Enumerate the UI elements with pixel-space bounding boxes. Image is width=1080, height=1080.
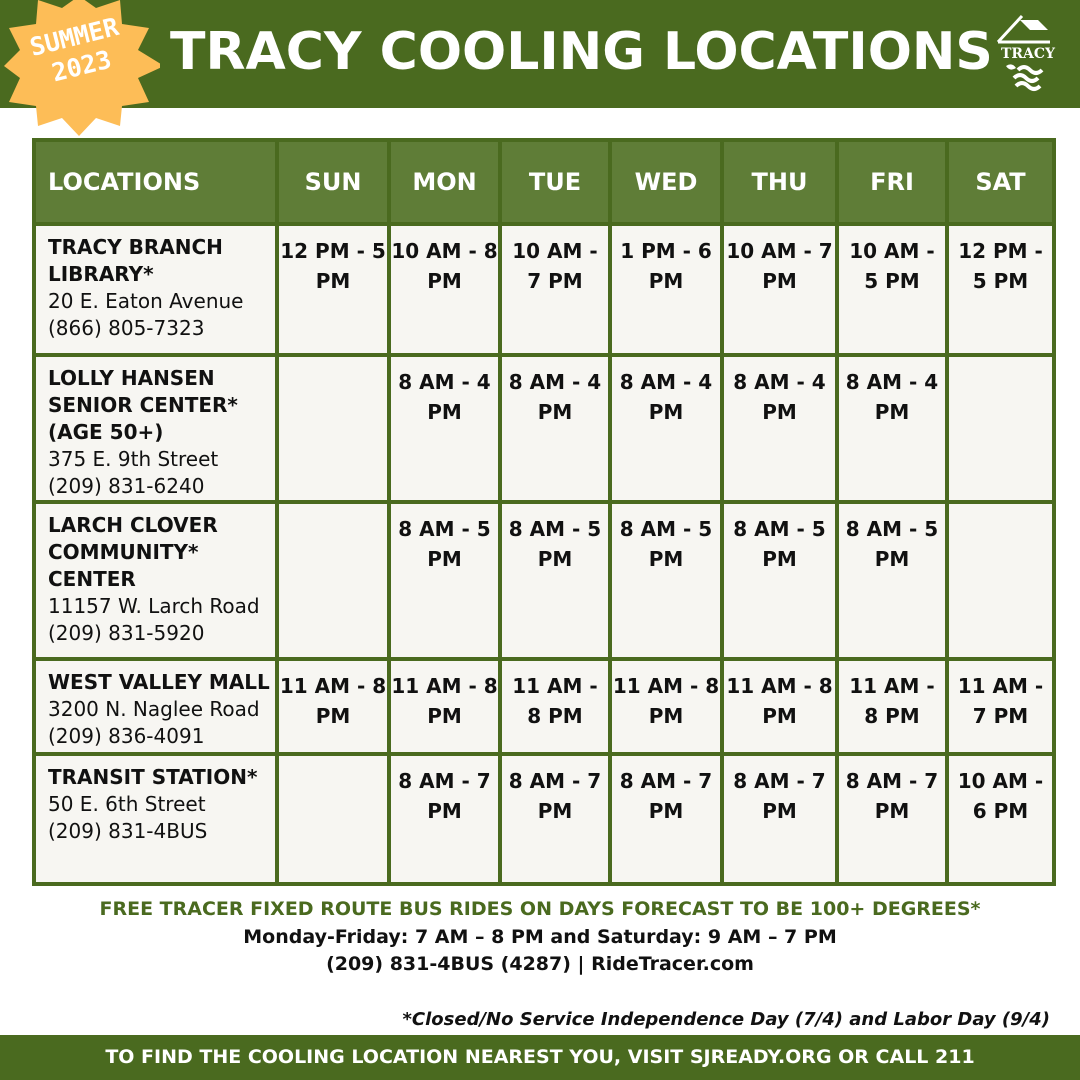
location-cell: LOLLY HANSEN SENIOR CENTER* (AGE 50+) 375… <box>32 353 279 504</box>
location-address: 375 E. 9th Street <box>48 447 219 471</box>
location-address: 20 E. Eaton Avenue <box>48 289 244 313</box>
location-phone: (866) 805-7323 <box>48 316 205 340</box>
table-row: TRACY BRANCH LIBRARY* 20 E. Eaton Avenue (… <box>32 222 1056 357</box>
location-name: TRANSIT STATION* <box>48 765 258 789</box>
bus-rides-title: FREE TRACER FIXED ROUTE BUS RIDES ON DAY… <box>99 898 981 920</box>
hours-cell-thu: 8 AM - 5 PM <box>720 500 839 661</box>
location-phone: (209) 831-5920 <box>48 621 205 645</box>
location-name: LARCH CLOVER COMMUNITY* CENTER <box>48 513 218 591</box>
hours-cell-tue: 10 AM - 7 PM <box>498 222 612 357</box>
hours-cell-wed: 8 AM - 4 PM <box>608 353 724 504</box>
hours-cell-thu: 8 AM - 7 PM <box>720 752 839 886</box>
column-header-mon: MON <box>387 138 502 226</box>
svg-text:TRACY: TRACY <box>1001 46 1056 62</box>
summer-badge: SUMMER 2023 <box>0 0 164 140</box>
hours-cell-wed: 1 PM - 6 PM <box>608 222 724 357</box>
hours-cell-fri: 8 AM - 7 PM <box>835 752 949 886</box>
location-phone: (209) 831-6240 <box>48 474 205 498</box>
hours-cell-tue: 11 AM - 8 PM <box>498 657 612 756</box>
location-address: 11157 W. Larch Road <box>48 594 260 618</box>
hours-cell-wed: 8 AM - 7 PM <box>608 752 724 886</box>
starburst-icon <box>4 0 164 136</box>
footer-bar: TO FIND THE COOLING LOCATION NEAREST YOU… <box>0 1035 1080 1080</box>
table-row: LARCH CLOVER COMMUNITY* CENTER 11157 W. L… <box>32 500 1056 661</box>
hours-cell-mon: 10 AM - 8 PM <box>387 222 502 357</box>
hours-cell-wed: 8 AM - 5 PM <box>608 500 724 661</box>
bus-contact: (209) 831-4BUS (4287) | RideTracer.com <box>326 953 754 975</box>
location-cell: TRANSIT STATION* 50 E. 6th Street (209) 83… <box>32 752 279 886</box>
hours-cell-sat: 12 PM - 5 PM <box>945 222 1056 357</box>
hours-cell-thu: 8 AM - 4 PM <box>720 353 839 504</box>
bus-hours: Monday-Friday: 7 AM – 8 PM and Saturday:… <box>243 926 837 948</box>
hours-cell-fri: 8 AM - 5 PM <box>835 500 949 661</box>
page-title: TRACY COOLING LOCATIONS <box>170 22 993 82</box>
hours-cell-fri: 8 AM - 4 PM <box>835 353 949 504</box>
location-name: TRACY BRANCH LIBRARY* <box>48 235 223 286</box>
hours-cell-tue: 8 AM - 7 PM <box>498 752 612 886</box>
location-name: WEST VALLEY MALL <box>48 670 270 694</box>
column-header-wed: WED <box>608 138 724 226</box>
header-banner: TRACY COOLING LOCATIONS TRACY <box>0 0 1080 108</box>
table-header-row: LOCATIONS SUN MON TUE WED THU FRI SAT <box>32 138 1056 226</box>
closure-note: *Closed/No Service Independence Day (7/4… <box>402 1009 1050 1030</box>
column-header-fri: FRI <box>835 138 949 226</box>
hours-cell-wed: 11 AM - 8 PM <box>608 657 724 756</box>
location-cell: WEST VALLEY MALL 3200 N. Naglee Road (209)… <box>32 657 279 756</box>
location-name: LOLLY HANSEN SENIOR CENTER* (AGE 50+) <box>48 366 238 444</box>
hours-cell-mon: 11 AM - 8 PM <box>387 657 502 756</box>
column-header-sun: SUN <box>275 138 391 226</box>
location-phone: (209) 836-4091 <box>48 724 205 748</box>
hours-cell-sat <box>945 500 1056 661</box>
hours-cell-sat: 11 AM - 7 PM <box>945 657 1056 756</box>
hours-cell-sun <box>275 500 391 661</box>
hours-cell-sun <box>275 353 391 504</box>
column-header-locations: LOCATIONS <box>32 138 279 226</box>
hours-cell-mon: 8 AM - 7 PM <box>387 752 502 886</box>
hours-cell-tue: 8 AM - 4 PM <box>498 353 612 504</box>
hours-cell-fri: 10 AM - 5 PM <box>835 222 949 357</box>
schedule-table: LOCATIONS SUN MON TUE WED THU FRI SAT TRACY BRA… <box>32 138 1056 886</box>
tracy-logo-icon: TRACY <box>996 14 1056 91</box>
column-header-tue: TUE <box>498 138 612 226</box>
hours-cell-mon: 8 AM - 5 PM <box>387 500 502 661</box>
table-row: WEST VALLEY MALL 3200 N. Naglee Road (209)… <box>32 657 1056 756</box>
hours-cell-fri: 11 AM - 8 PM <box>835 657 949 756</box>
location-cell: LARCH CLOVER COMMUNITY* CENTER 11157 W. L… <box>32 500 279 661</box>
hours-cell-sat: 10 AM - 6 PM <box>945 752 1056 886</box>
location-cell: TRACY BRANCH LIBRARY* 20 E. Eaton Avenue (… <box>32 222 279 357</box>
hours-cell-thu: 10 AM - 7 PM <box>720 222 839 357</box>
column-header-thu: THU <box>720 138 839 226</box>
location-address: 50 E. 6th Street <box>48 792 206 816</box>
hours-cell-mon: 8 AM - 4 PM <box>387 353 502 504</box>
column-header-sat: SAT <box>945 138 1056 226</box>
hours-cell-thu: 11 AM - 8 PM <box>720 657 839 756</box>
table-row: LOLLY HANSEN SENIOR CENTER* (AGE 50+) 375… <box>32 353 1056 504</box>
hours-cell-sun <box>275 752 391 886</box>
location-address: 3200 N. Naglee Road <box>48 697 260 721</box>
hours-cell-tue: 8 AM - 5 PM <box>498 500 612 661</box>
table-row: TRANSIT STATION* 50 E. 6th Street (209) 83… <box>32 752 1056 886</box>
location-phone: (209) 831-4BUS <box>48 819 208 843</box>
hours-cell-sun: 11 AM - 8 PM <box>275 657 391 756</box>
hours-cell-sun: 12 PM - 5 PM <box>275 222 391 357</box>
hours-cell-sat <box>945 353 1056 504</box>
